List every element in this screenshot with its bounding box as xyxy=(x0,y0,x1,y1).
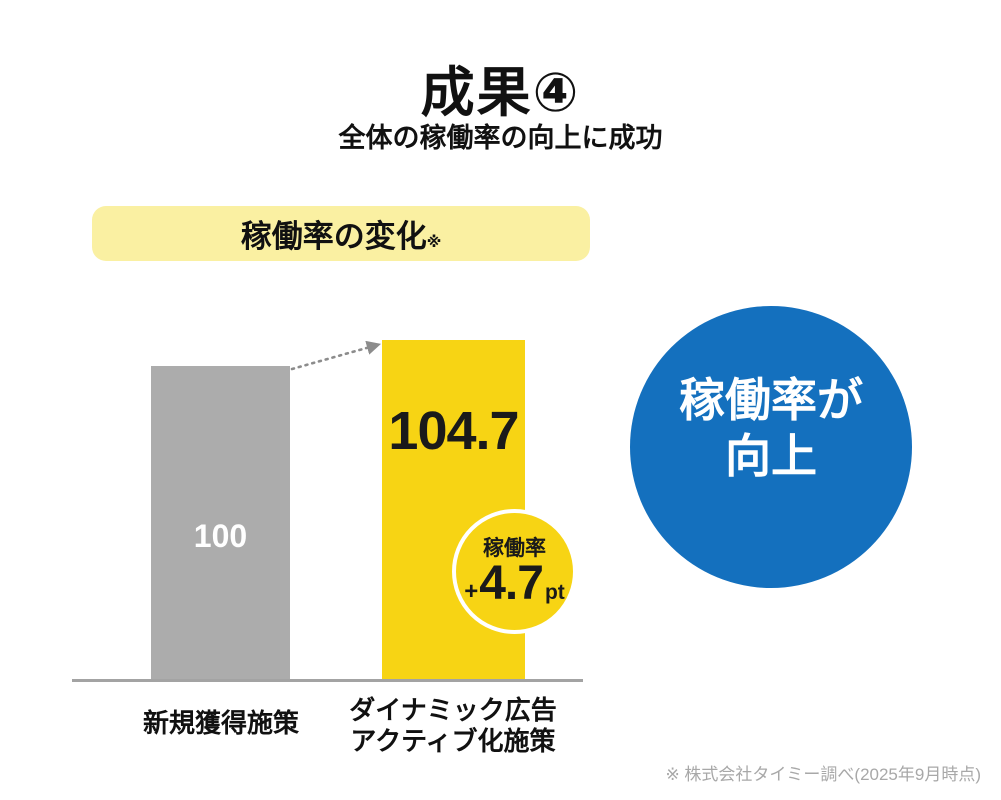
chart-title-note-mark: ※ xyxy=(426,234,442,251)
x-axis-line xyxy=(72,679,583,682)
highlight-line2: 向上 xyxy=(725,430,817,482)
bar-baseline-measure: 100 xyxy=(151,366,290,680)
chart-title-banner: 稼働率の変化※ xyxy=(92,206,590,261)
source-footnote: ※ 株式会社タイミー調べ(2025年9月時点) xyxy=(665,765,981,784)
category-label-dynamic-ads-line1: ダイナミック広告 xyxy=(349,695,557,725)
delta-badge-label: 稼働率 xyxy=(483,536,546,560)
highlight-circle: 稼働率が 向上 xyxy=(630,306,912,588)
delta-badge-value: + 4.7 pt xyxy=(464,556,565,610)
page-subtitle: 全体の稼働率の向上に成功 xyxy=(338,123,663,153)
page-title: 成果④ xyxy=(420,63,581,123)
category-label-baseline: 新規獲得施策 xyxy=(142,708,299,738)
highlight-line1: 稼働率が xyxy=(679,374,863,426)
delta-sign: + xyxy=(464,577,479,605)
increase-arrow-icon xyxy=(290,340,382,371)
bar-baseline-value: 100 xyxy=(193,518,248,554)
chart-title-text: 稼働率の変化※ xyxy=(240,219,442,254)
delta-value: 4.7 xyxy=(479,556,544,610)
delta-unit: pt xyxy=(544,580,565,604)
delta-badge: 稼働率 + 4.7 pt xyxy=(452,509,577,634)
category-label-dynamic-ads-line2: アクティブ化施策 xyxy=(350,726,556,756)
category-label-dynamic-ads: ダイナミック広告 アクティブ化施策 xyxy=(338,695,568,757)
bar-dynamic-ads-value: 104.7 xyxy=(388,401,519,461)
